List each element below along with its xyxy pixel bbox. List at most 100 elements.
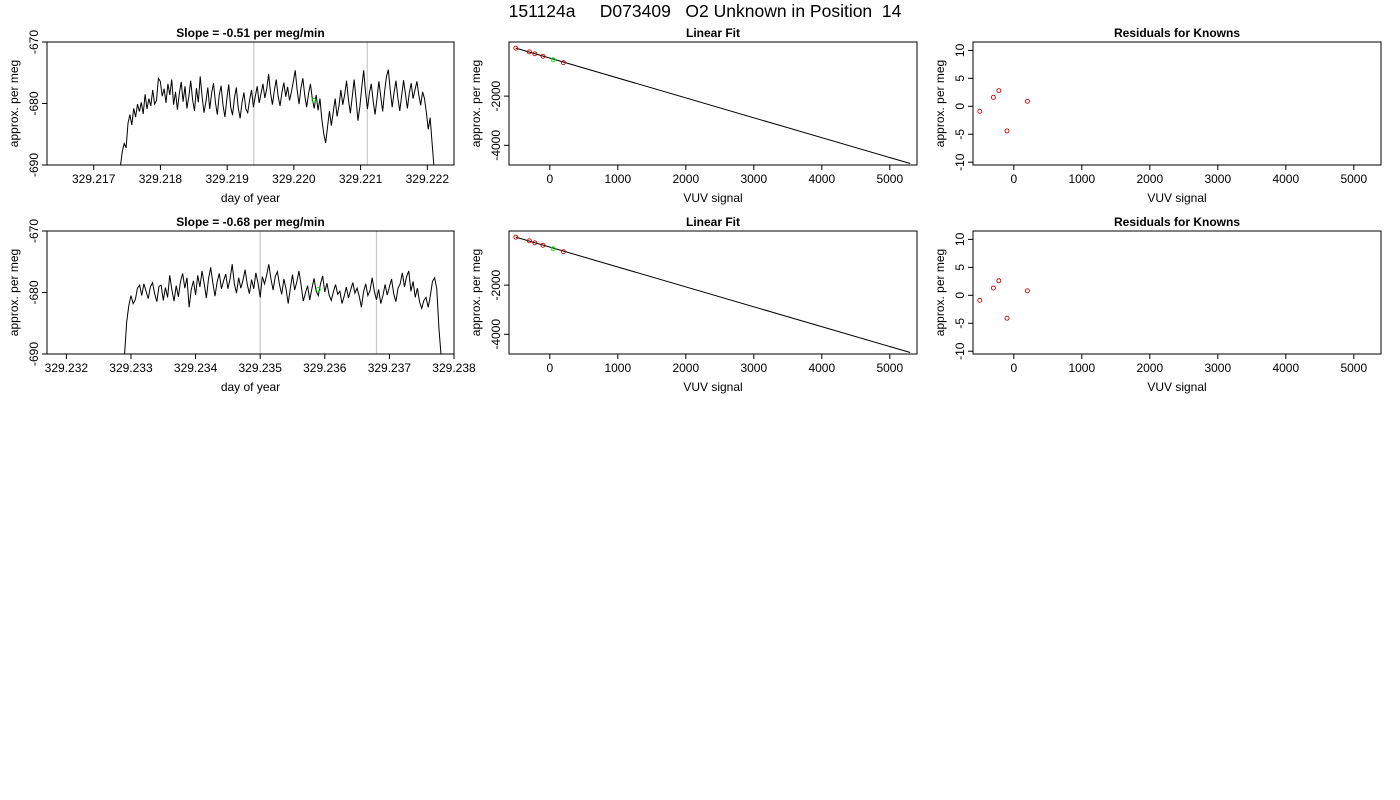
y-tick-label: -670 bbox=[27, 219, 41, 243]
chart-title: Slope = -0.68 per meg/min bbox=[176, 215, 324, 229]
series-line bbox=[120, 69, 435, 165]
y-tick-label: 0 bbox=[953, 103, 967, 110]
chart-panel-5: Linear Fit 0 1000 2000 3000 4000 5000 -4000 -200… bbox=[469, 215, 918, 394]
y-tick-label: 0 bbox=[953, 292, 967, 299]
chart-panel-1: Slope = -0.51 per meg/min 329.217 329.218 3… bbox=[7, 26, 455, 205]
y-tick-label: -4000 bbox=[489, 130, 503, 161]
y-axis-label: approx. per meg bbox=[469, 249, 483, 336]
known-point bbox=[513, 45, 519, 51]
x-tick-label: 0 bbox=[546, 361, 553, 375]
plot-frame bbox=[46, 230, 455, 355]
x-axis-label: VUV signal bbox=[1147, 380, 1206, 394]
x-tick-label: 5000 bbox=[876, 361, 903, 375]
data-marks bbox=[120, 69, 435, 165]
chart-title: Linear Fit bbox=[686, 26, 740, 40]
data-marks bbox=[513, 45, 911, 165]
y-tick-label: -690 bbox=[27, 153, 41, 177]
y-axis-label: approx. per meg bbox=[7, 249, 21, 336]
x-tick-label: 1000 bbox=[1068, 172, 1095, 186]
chart-panel-2: Linear Fit 0 1000 2000 3000 4000 5000 -4000 -200… bbox=[469, 26, 918, 205]
x-tick-label: 0 bbox=[546, 172, 553, 186]
x-tick-label: 329.232 bbox=[45, 361, 89, 375]
y-tick-label: 5 bbox=[953, 75, 967, 82]
unknown-point bbox=[550, 246, 556, 252]
y-tick-label: -2000 bbox=[489, 80, 503, 111]
x-tick-label: 3000 bbox=[1204, 361, 1231, 375]
x-tick-label: 0 bbox=[1010, 361, 1017, 375]
plot-frame bbox=[972, 41, 1382, 166]
x-tick-label: 0 bbox=[1010, 172, 1017, 186]
x-tick-label: 5000 bbox=[1340, 172, 1367, 186]
y-axis-label: approx. per meg bbox=[7, 60, 21, 147]
y-tick-label: 5 bbox=[953, 264, 967, 271]
x-tick-label: 329.220 bbox=[272, 172, 316, 186]
chart-title: Slope = -0.51 per meg/min bbox=[176, 26, 324, 40]
x-tick-label: 3000 bbox=[740, 361, 767, 375]
y-axis-label: approx. per meg bbox=[469, 60, 483, 147]
fit-line bbox=[515, 236, 911, 354]
x-tick-label: 1000 bbox=[604, 172, 631, 186]
x-tick-label: 329.219 bbox=[205, 172, 249, 186]
x-tick-label: 329.217 bbox=[72, 172, 116, 186]
x-tick-label: 329.238 bbox=[432, 361, 476, 375]
x-tick-label: 3000 bbox=[1204, 172, 1231, 186]
unknown-point bbox=[311, 97, 317, 103]
x-tick-label: 4000 bbox=[808, 361, 835, 375]
chart-panel-3: Residuals for Knowns 0 1000 2000 3000 4000 500… bbox=[933, 26, 1382, 205]
chart-title: Linear Fit bbox=[686, 215, 740, 229]
y-tick-label: -5 bbox=[953, 318, 967, 329]
y-tick-label: -5 bbox=[953, 129, 967, 140]
x-axis-label: day of year bbox=[221, 380, 280, 394]
known-point bbox=[990, 94, 996, 100]
plot-frame bbox=[508, 41, 918, 166]
x-tick-label: 2000 bbox=[672, 361, 699, 375]
x-tick-label: 2000 bbox=[1136, 172, 1163, 186]
known-point bbox=[977, 108, 983, 114]
x-axis-label: VUV signal bbox=[683, 191, 742, 205]
x-axis-label: VUV signal bbox=[1147, 191, 1206, 205]
known-point bbox=[526, 238, 532, 244]
known-point bbox=[1004, 128, 1010, 134]
x-tick-label: 329.235 bbox=[238, 361, 282, 375]
chart-title: Residuals for Knowns bbox=[1114, 215, 1240, 229]
x-tick-label: 4000 bbox=[1272, 172, 1299, 186]
y-tick-label: -2000 bbox=[489, 269, 503, 300]
chart-title: Residuals for Knowns bbox=[1114, 26, 1240, 40]
x-tick-label: 1000 bbox=[604, 361, 631, 375]
known-point bbox=[1024, 98, 1030, 104]
data-marks bbox=[513, 234, 911, 354]
known-point bbox=[1004, 315, 1010, 321]
plot-frame bbox=[508, 230, 918, 355]
x-tick-label: 329.221 bbox=[339, 172, 383, 186]
y-tick-label: -680 bbox=[27, 91, 41, 115]
y-tick-label: -690 bbox=[27, 342, 41, 366]
y-tick-label: 10 bbox=[953, 43, 967, 57]
chart-panel-6: Residuals for Knowns 0 1000 2000 3000 4000 500… bbox=[933, 215, 1382, 394]
x-tick-label: 329.234 bbox=[174, 361, 218, 375]
x-axis-label: day of year bbox=[221, 191, 280, 205]
x-tick-label: 1000 bbox=[1068, 361, 1095, 375]
x-tick-label: 329.222 bbox=[406, 172, 450, 186]
known-point bbox=[996, 88, 1002, 94]
y-tick-label: 10 bbox=[953, 232, 967, 246]
known-point bbox=[1024, 288, 1030, 294]
x-tick-label: 329.237 bbox=[368, 361, 412, 375]
y-axis-label: approx. per meg bbox=[933, 249, 947, 336]
x-tick-label: 2000 bbox=[672, 172, 699, 186]
known-point bbox=[977, 297, 983, 303]
y-tick-label: -670 bbox=[27, 30, 41, 54]
data-marks bbox=[977, 278, 1030, 321]
y-tick-label: -10 bbox=[953, 153, 967, 171]
known-point bbox=[540, 53, 546, 59]
unknown-point bbox=[550, 57, 556, 63]
x-tick-label: 3000 bbox=[740, 172, 767, 186]
y-tick-label: -10 bbox=[953, 342, 967, 360]
x-axis-label: VUV signal bbox=[683, 380, 742, 394]
x-tick-label: 329.236 bbox=[303, 361, 347, 375]
unknown-point bbox=[315, 286, 321, 292]
fit-line bbox=[515, 47, 911, 165]
known-point bbox=[532, 240, 538, 246]
series-line bbox=[124, 264, 442, 354]
x-tick-label: 329.233 bbox=[109, 361, 153, 375]
